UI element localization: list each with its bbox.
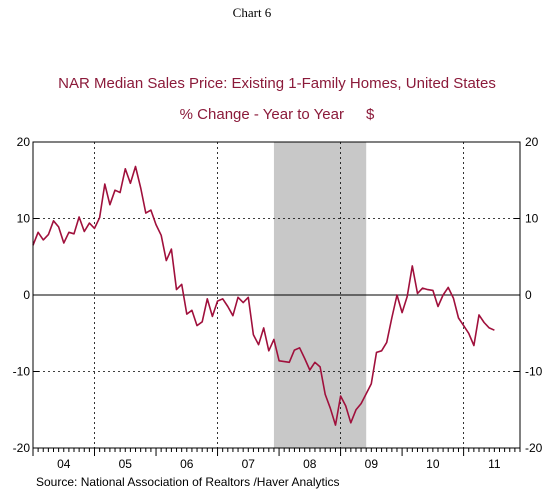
x-tick-label: 07 [242,457,256,471]
y-axis-left: -20 -10 0 10 20 [13,135,39,455]
x-tick-label: 06 [180,457,194,471]
x-axis: 04 05 06 07 08 09 10 11 [32,448,521,471]
chart-header: Chart 6 [233,5,272,20]
x-tick-label: 05 [119,457,133,471]
x-tick-label: 09 [365,457,379,471]
x-tick-label: 11 [488,457,501,471]
chart-subtitle: % Change - Year to Year $ [180,106,375,123]
y-tick-label-right: 0 [525,288,532,302]
y-tick-label-right: 10 [525,212,539,226]
y-tick-label-right: 20 [525,135,539,149]
y-axis-right: -20 -10 0 10 20 [514,135,543,455]
y-tick-label-left: 0 [23,288,30,302]
chart-subtitle-text: % Change - Year to Year [180,106,344,123]
y-tick-label-left: 20 [17,135,31,149]
series-line [32,165,495,426]
y-tick-label-left: 10 [17,212,31,226]
y-tick-label-right: -20 [525,441,543,455]
chart-units: $ [366,106,375,123]
x-tick-label: 04 [57,457,71,471]
x-tick-label: 08 [303,457,317,471]
chart-title: NAR Median Sales Price: Existing 1-Famil… [58,75,496,92]
y-tick-label-left: -10 [13,365,31,379]
source-note: Source: National Association of Realtors… [36,475,339,489]
x-tick-label: 10 [426,457,440,471]
y-tick-label-right: -10 [525,365,543,379]
y-tick-label-left: -20 [13,441,31,455]
